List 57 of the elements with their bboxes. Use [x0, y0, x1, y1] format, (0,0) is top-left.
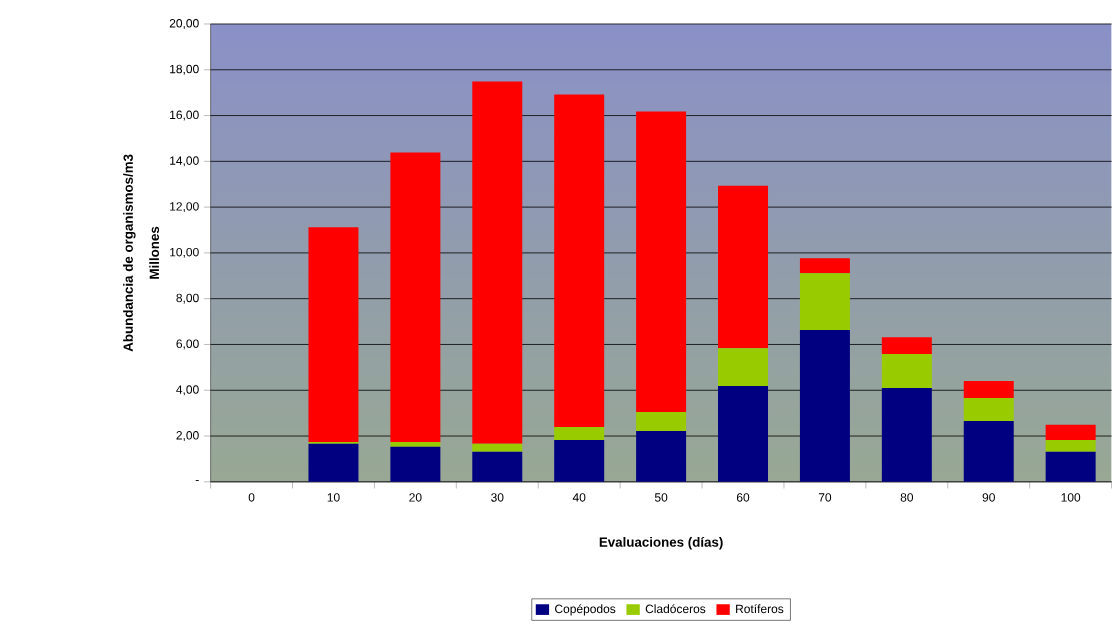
x-tick-label: 70 [818, 493, 832, 502]
x-tick-label: 60 [736, 493, 750, 502]
bar [472, 81, 523, 444]
bar [390, 446, 441, 482]
bar [554, 426, 605, 441]
bar [799, 273, 850, 331]
bar [881, 354, 932, 389]
bar [718, 348, 768, 387]
bar [472, 451, 523, 482]
x-axis-title: Evaluaciones (días) [599, 536, 723, 550]
legend-label: Cladóceros [645, 604, 706, 614]
x-tick-label: 90 [982, 493, 995, 502]
bar [308, 443, 359, 482]
bar [554, 440, 605, 482]
bar [881, 337, 932, 355]
bar [799, 258, 850, 274]
y-axis-title: Abundancia de organismos/m3 [123, 154, 136, 352]
bar [1045, 451, 1096, 482]
bar [1045, 424, 1096, 441]
bar [963, 398, 1014, 422]
bar [963, 381, 1014, 399]
bar [636, 111, 687, 413]
text: Millones [149, 226, 160, 279]
bar [881, 388, 932, 482]
bar [472, 443, 523, 452]
x-tick-label: 10 [327, 493, 340, 502]
y-tick-label: 4,00 [176, 385, 199, 396]
y-tick-label: 6,00 [176, 339, 199, 350]
y-tick-label: 16,00 [170, 110, 199, 121]
x-tick-label: 80 [900, 493, 914, 502]
bar [636, 431, 687, 482]
y-tick-label: 14,00 [170, 156, 199, 167]
bar [963, 421, 1014, 482]
bar [554, 94, 605, 427]
bar [718, 386, 768, 482]
y-tick-label: 12,00 [170, 202, 199, 213]
bar [308, 227, 359, 443]
y-tick-label: 8,00 [176, 293, 199, 304]
x-tick-label: 20 [409, 493, 422, 502]
y-tick-label: 18,00 [170, 64, 199, 75]
bar [1045, 440, 1096, 452]
bar [718, 185, 768, 349]
x-tick-label: 0 [248, 493, 255, 502]
x-tick-label: 30 [491, 493, 504, 502]
x-tick-label: 100 [1061, 493, 1081, 502]
y-tick-label: - [195, 480, 199, 482]
bar [799, 330, 850, 482]
x-tick-label: 50 [654, 493, 668, 502]
bar [390, 442, 441, 447]
bar [390, 152, 441, 443]
bar [636, 412, 687, 432]
legend-label: Rotíferos [736, 604, 784, 614]
legend-label: Copépodos [555, 604, 616, 616]
y-tick-label: 2,00 [176, 431, 199, 442]
x-tick-label: 40 [572, 493, 586, 502]
y-tick-label: 10,00 [170, 248, 199, 258]
y-tick-label: 20,00 [169, 19, 199, 30]
